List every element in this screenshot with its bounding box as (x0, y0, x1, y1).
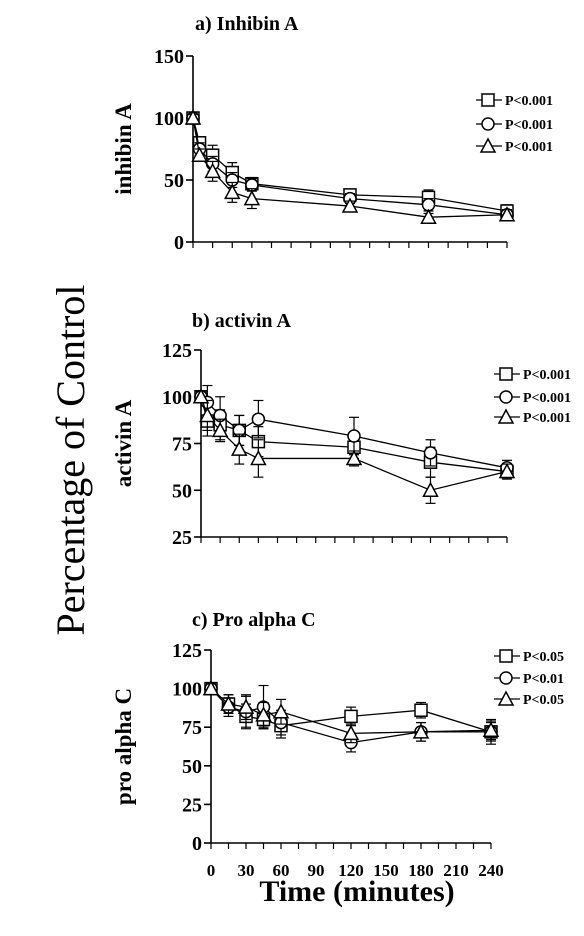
legend-label: P<0.001 (523, 411, 571, 426)
legend-entry: P<0.001 (476, 93, 553, 109)
y-tick-label: 75 (182, 717, 202, 739)
x-tick-label: 240 (478, 861, 504, 880)
legend-marker (499, 390, 513, 404)
chart-title: c) Pro alpha C (192, 609, 316, 631)
data-point (412, 723, 430, 739)
data-point (414, 703, 428, 717)
legend-entry: P<0.001 (494, 408, 571, 426)
data-point (230, 440, 248, 456)
data-point (347, 429, 361, 443)
y-tick-label: 25 (182, 794, 202, 816)
data-point (344, 709, 358, 724)
data-point (204, 162, 221, 179)
x-tick-label: 30 (238, 861, 255, 880)
y-tick-label: 100 (162, 387, 192, 409)
data-point (243, 190, 261, 206)
legend-marker (497, 408, 515, 424)
y-tick-label: 0 (174, 232, 184, 254)
legend-entry: P<0.05 (494, 690, 564, 708)
legend-marker (481, 93, 495, 107)
chart-panel-2: b) activin A activin A 25 50 75 100 125 P<0.001… (111, 310, 571, 549)
x-tick-label: 90 (308, 861, 325, 880)
legend-entry: P<0.001 (476, 137, 553, 155)
x-tick-label: 210 (443, 861, 469, 880)
data-point (220, 695, 237, 711)
legend-label: P<0.001 (505, 140, 553, 155)
y-tick-label: 150 (154, 46, 184, 68)
data-point (498, 206, 516, 222)
data-point (251, 412, 266, 426)
legend-label: P<0.01 (523, 672, 564, 687)
y-tick-label: 125 (172, 640, 202, 662)
x-tick-label: 60 (273, 861, 290, 880)
legend-label: P<0.001 (523, 391, 571, 406)
data-point (211, 421, 229, 438)
y-tick-label: 100 (154, 108, 184, 130)
legend-entry: P<0.01 (494, 671, 564, 687)
data-point (423, 446, 438, 460)
legend-label: P<0.001 (523, 368, 571, 383)
data-point (191, 146, 208, 162)
data-point (498, 462, 516, 479)
legend-entry: P<0.001 (494, 367, 571, 383)
y-tick-label: 0 (192, 833, 202, 855)
legend-marker (497, 690, 515, 706)
data-point (341, 197, 359, 213)
data-point (192, 388, 210, 404)
data-point (482, 721, 500, 738)
series-triangle (184, 109, 516, 224)
data-point (237, 698, 255, 714)
y-axis-label: activin A (111, 399, 136, 487)
y-tick-label: 50 (182, 756, 202, 778)
series-triangle (202, 680, 500, 744)
data-point (255, 706, 272, 722)
chart-title: b) activin A (192, 310, 291, 332)
legend-entry: P<0.05 (494, 649, 564, 665)
series-triangle (192, 388, 516, 504)
legend-marker (479, 137, 497, 153)
legend-label: P<0.05 (523, 693, 564, 708)
data-point (223, 183, 241, 200)
y-tick-label: 75 (172, 434, 192, 456)
chart-panel-3: c) Pro alpha C pro alpha C 0 25 50 75 100 125 0 3… (111, 609, 564, 880)
legend-marker (499, 649, 513, 663)
data-point (272, 703, 290, 719)
y-axis-label: inhibin A (111, 103, 136, 195)
chart-panel-1: a) Inhibin A inhibin A 0 50 100 150 P<0.001 P<0… (111, 13, 553, 254)
legend-label: P<0.05 (523, 650, 564, 665)
data-point (420, 208, 437, 224)
y-tick-label: 125 (162, 340, 192, 362)
legend-entry: P<0.001 (494, 390, 571, 406)
y-axis-label: pro alpha C (111, 688, 136, 805)
chart-panels: a) Inhibin A inhibin A 0 50 100 150 P<0.001 P<0… (111, 13, 571, 880)
x-tick-label: 120 (338, 861, 364, 880)
y-tick-label: 25 (172, 527, 192, 549)
y-tick-label: 100 (172, 679, 202, 701)
legend-label: P<0.001 (505, 118, 553, 133)
global-y-axis-label: Percentage of Control (48, 285, 93, 636)
legend-marker (499, 671, 513, 685)
x-tick-label: 150 (373, 861, 399, 880)
chart-title: a) Inhibin A (195, 13, 299, 35)
legend-label: P<0.001 (505, 94, 553, 109)
data-point (199, 406, 216, 423)
data-point (202, 680, 220, 696)
data-point (422, 481, 439, 497)
x-tick-label: 180 (408, 861, 434, 880)
x-tick-label: 0 (207, 861, 216, 880)
data-point (342, 724, 360, 741)
data-point (250, 449, 267, 466)
data-point (184, 109, 202, 125)
data-point (345, 449, 363, 466)
legend-entry: P<0.001 (476, 117, 553, 133)
y-tick-label: 50 (172, 480, 192, 502)
legend-marker (481, 117, 495, 131)
y-tick-label: 50 (164, 170, 184, 192)
legend-marker (499, 367, 513, 381)
global-x-axis-label: Time (minutes) (259, 875, 454, 908)
